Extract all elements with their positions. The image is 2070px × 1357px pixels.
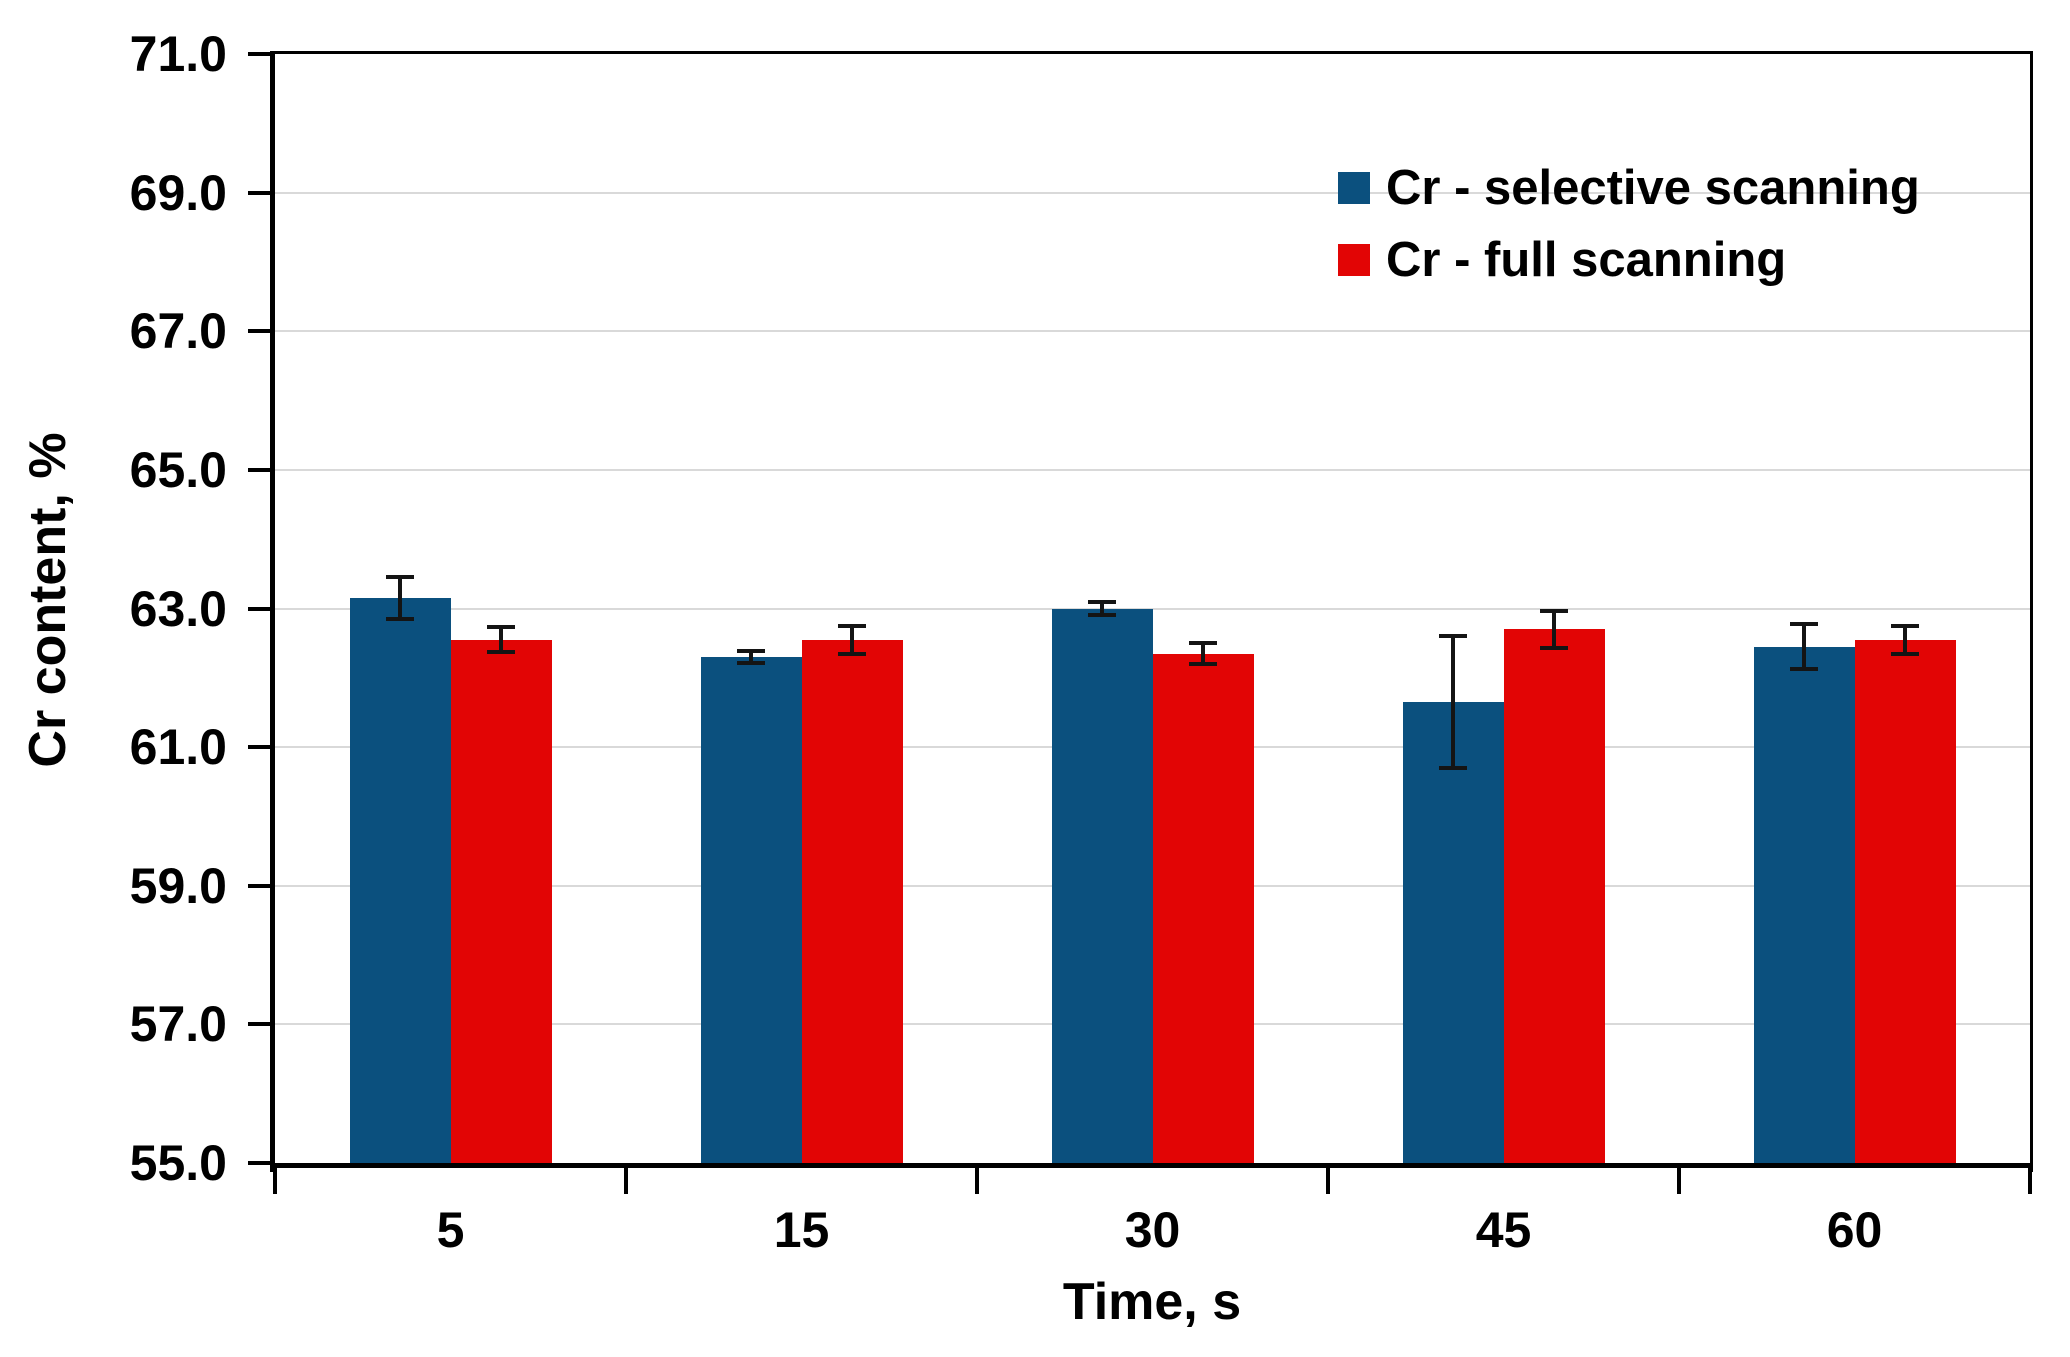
plot-border-top	[270, 51, 2033, 54]
error-bar-cap	[1540, 608, 1568, 613]
y-tick	[248, 52, 275, 56]
y-tick-label: 57.0	[129, 996, 227, 1053]
y-tick	[248, 883, 275, 888]
error-bar-cap	[386, 616, 414, 621]
error-bar-cap	[838, 623, 866, 628]
legend-label: Cr - full scanning	[1386, 232, 1787, 287]
error-bar-cap	[737, 660, 765, 665]
x-tick-label: 30	[1124, 1202, 1181, 1258]
error-bar-cap	[1891, 651, 1919, 656]
x-tick	[624, 1167, 628, 1194]
x-tick	[1677, 1167, 1681, 1194]
error-bar	[1903, 625, 1907, 654]
error-bar	[499, 627, 503, 653]
y-axis-title: Cr content, %	[19, 432, 77, 768]
y-tick-label: 65.0	[129, 441, 227, 498]
y-tick	[248, 745, 275, 750]
gridline	[275, 607, 2030, 610]
y-tick-label: 63.0	[129, 580, 227, 637]
x-axis-title: Time, s	[1062, 1273, 1242, 1331]
y-tick-label: 71.0	[129, 26, 227, 82]
gridline	[275, 468, 2030, 471]
bar-selective-30s	[1051, 608, 1153, 1163]
error-bar-cap	[1439, 765, 1467, 770]
bar-full-5s	[450, 639, 552, 1163]
gridline	[275, 191, 2030, 194]
error-bar-cap	[487, 650, 515, 655]
error-bar	[749, 651, 753, 663]
plot-border-right	[2030, 51, 2033, 1172]
error-bar	[1100, 601, 1104, 616]
x-tick-label: 60	[1826, 1202, 1883, 1258]
error-bar	[1802, 623, 1806, 670]
legend-swatch-blue-icon	[1338, 172, 1370, 204]
error-bar-cap	[1790, 621, 1818, 626]
error-bar	[850, 625, 854, 654]
y-tick-label: 67.0	[129, 303, 227, 360]
y-axis-line	[270, 51, 275, 1172]
error-bar-cap	[386, 575, 414, 580]
error-bar-cap	[737, 649, 765, 654]
error-bar-cap	[1439, 634, 1467, 639]
legend-swatch-red-icon	[1338, 244, 1370, 276]
bar-full-30s	[1152, 653, 1254, 1163]
error-bar-cap	[1189, 641, 1217, 646]
bar-full-60s	[1854, 639, 1956, 1163]
error-bar-cap	[1088, 613, 1116, 618]
error-bar-cap	[1088, 599, 1116, 604]
error-bar-cap	[1790, 667, 1818, 672]
error-bar-cap	[487, 625, 515, 630]
x-tick-label: 45	[1475, 1202, 1532, 1258]
bar-selective-45s	[1402, 702, 1504, 1163]
x-tick	[975, 1167, 979, 1194]
bar-full-15s	[801, 639, 903, 1163]
legend: Cr - selective scanning Cr - full scanni…	[1338, 152, 1920, 296]
error-bar-cap	[1540, 646, 1568, 650]
y-tick-label: 61.0	[129, 719, 227, 776]
error-bar-cap	[1891, 623, 1919, 628]
error-bar	[1451, 636, 1455, 768]
y-tick-label: 59.0	[129, 857, 227, 914]
bar-full-45s	[1503, 629, 1605, 1163]
legend-label: Cr - selective scanning	[1386, 160, 1920, 215]
error-bar	[1552, 610, 1556, 648]
y-tick	[248, 1161, 275, 1165]
bar-selective-15s	[700, 657, 802, 1163]
y-tick	[248, 329, 275, 334]
bar-selective-60s	[1753, 646, 1855, 1163]
x-tick	[2028, 1167, 2032, 1194]
x-tick	[273, 1167, 277, 1194]
x-tick-label: 5	[436, 1202, 465, 1258]
error-bar-cap	[838, 651, 866, 656]
y-tick-label: 55.0	[129, 1135, 227, 1191]
y-tick	[248, 606, 275, 611]
error-bar-cap	[1189, 661, 1217, 666]
x-axis-line	[270, 1163, 2033, 1168]
y-tick	[248, 467, 275, 472]
y-tick	[248, 190, 275, 195]
bar-selective-5s	[349, 598, 451, 1163]
y-tick-label: 69.0	[129, 164, 227, 221]
x-tick-label: 15	[773, 1202, 830, 1258]
legend-item-full-scanning: Cr - full scanning	[1338, 224, 1920, 296]
error-bar	[1201, 643, 1205, 664]
y-tick	[248, 1022, 275, 1027]
x-tick	[1326, 1167, 1330, 1194]
error-bar	[398, 577, 402, 619]
legend-item-selective-scanning: Cr - selective scanning	[1338, 152, 1920, 224]
gridline	[275, 330, 2030, 333]
